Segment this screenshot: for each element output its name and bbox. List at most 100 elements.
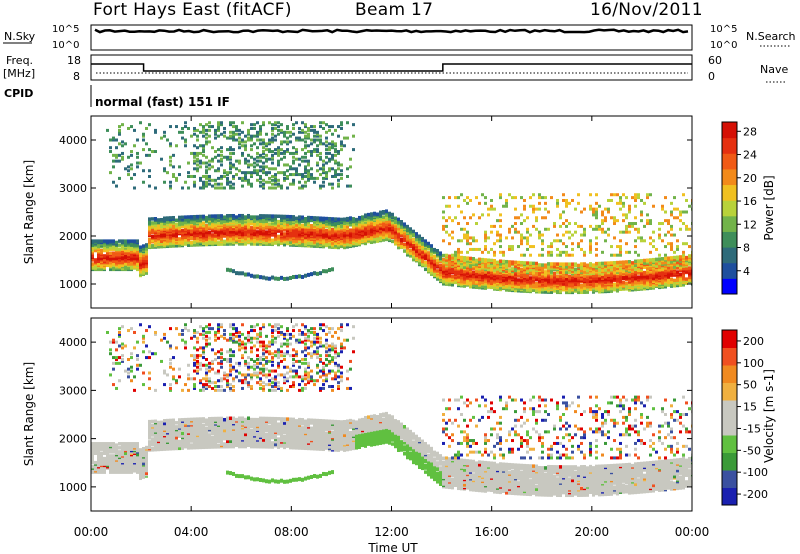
power-cell <box>607 227 610 231</box>
power-cell <box>268 171 271 175</box>
power-cell <box>526 216 529 220</box>
power-cell <box>496 271 499 275</box>
power-cell <box>112 153 115 157</box>
power-cell <box>271 153 274 157</box>
power-cell <box>310 173 313 177</box>
power-cell <box>148 184 151 188</box>
power-cell <box>310 230 313 235</box>
power-cell <box>622 193 625 197</box>
power-cell <box>475 247 478 251</box>
power-cell <box>229 146 232 150</box>
power-cell <box>448 196 451 200</box>
power-cell <box>565 253 568 257</box>
power-cell <box>232 230 235 234</box>
power-cell <box>298 138 301 142</box>
power-cell <box>313 176 316 180</box>
power-cell <box>433 254 436 259</box>
power-cell <box>211 165 214 169</box>
power-cell <box>331 144 334 148</box>
power-cell <box>292 178 295 182</box>
power-cell <box>277 132 280 136</box>
power-cell <box>580 283 583 288</box>
power-cell <box>163 130 166 134</box>
power-cell <box>127 165 130 169</box>
power-cell <box>256 171 259 175</box>
power-cell <box>319 157 322 161</box>
power-cell <box>652 257 655 262</box>
power-cell <box>304 216 307 221</box>
power-cell <box>133 128 136 132</box>
power-cell <box>226 236 229 241</box>
power-cell <box>277 234 280 239</box>
power-cell <box>346 220 349 225</box>
power-cell <box>271 157 274 161</box>
power-cell <box>352 217 355 221</box>
power-cell <box>322 240 325 245</box>
power-cell <box>637 259 640 263</box>
power-cell <box>271 186 274 190</box>
power-cell <box>655 257 658 262</box>
power-cell <box>196 226 199 231</box>
power-cell <box>595 261 598 266</box>
power-cell <box>346 184 349 188</box>
power-cell <box>367 229 370 233</box>
power-cell <box>307 134 310 138</box>
power-cell <box>289 214 292 219</box>
power-cell <box>250 222 253 226</box>
power-cell <box>163 134 166 138</box>
power-cell <box>277 163 280 167</box>
power-cell <box>316 163 319 167</box>
power-cell <box>301 159 304 163</box>
power-cell <box>304 167 307 171</box>
power-cell <box>220 153 223 157</box>
power-cell <box>451 283 454 287</box>
power-cell <box>364 226 367 231</box>
power-cell <box>241 176 244 180</box>
power-cell <box>208 214 211 218</box>
power-cell <box>265 165 268 169</box>
power-cell <box>232 232 235 237</box>
power-cell <box>565 277 568 281</box>
power-cell <box>577 193 580 197</box>
power-cell <box>514 207 517 211</box>
power-cell <box>601 219 604 223</box>
power-cell <box>208 163 211 167</box>
power-cell <box>133 173 136 177</box>
power-cell <box>469 216 472 220</box>
power-cell <box>253 165 256 169</box>
power-cell <box>112 180 115 184</box>
power-cell <box>265 153 268 157</box>
power-cell <box>565 198 568 202</box>
power-cell <box>166 235 169 239</box>
nsky-tick-top: 10^5 <box>52 24 79 35</box>
power-cell <box>337 184 340 188</box>
power-cell <box>343 144 346 148</box>
power-cell <box>310 153 313 157</box>
power-cell <box>568 262 571 266</box>
power-cell <box>583 233 586 237</box>
power-cell <box>310 142 313 146</box>
power-cell <box>577 201 580 205</box>
power-cell <box>544 201 547 205</box>
power-cell <box>133 186 136 190</box>
power-cell <box>475 277 478 281</box>
power-cell <box>481 193 484 197</box>
power-cell <box>634 193 637 197</box>
power-cell <box>316 241 319 246</box>
power-cell <box>448 216 451 220</box>
power-cell <box>307 272 310 277</box>
power-cell <box>268 140 271 144</box>
power-cell <box>499 233 502 237</box>
power-cell <box>364 213 367 217</box>
power-cell <box>202 180 205 184</box>
power-cell <box>298 215 301 219</box>
power-cell <box>604 268 607 272</box>
power-cell <box>277 125 280 129</box>
power-cell <box>106 256 109 261</box>
power-cell <box>658 233 661 237</box>
power-cell <box>472 236 475 240</box>
power-cell <box>229 236 232 241</box>
power-cell <box>445 274 448 278</box>
power-cell <box>277 184 280 188</box>
power-cell <box>193 132 196 136</box>
